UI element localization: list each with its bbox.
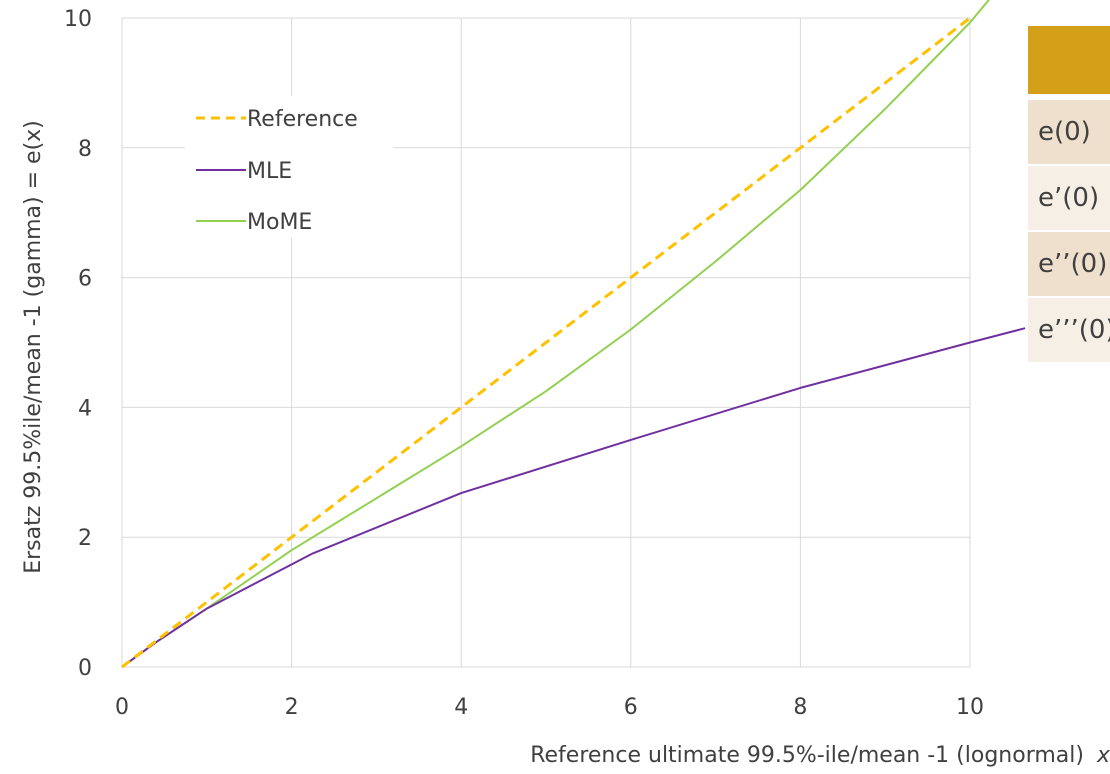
x-tick-label: 6 — [624, 695, 638, 720]
x-tick-label: 8 — [793, 695, 807, 720]
side-table-row-e1: e’(0) — [1028, 166, 1110, 230]
x-axis-title: Reference ultimate 99.5%-ile/mean -1 (lo… — [530, 743, 1110, 768]
legend: Reference MLE MoME — [185, 96, 393, 238]
x-tick-label: 4 — [454, 695, 468, 720]
x-axis-variable: x — [1096, 743, 1110, 768]
y-tick-label: 2 — [78, 526, 92, 551]
y-tick-label: 10 — [64, 7, 92, 32]
side-table-row-e3: e’’’(0) — [1028, 298, 1110, 362]
x-tick-label: 2 — [285, 695, 299, 720]
y-tick-label: 6 — [78, 267, 92, 292]
series-line-reference — [121, 16, 971, 669]
legend-label-mle: MLE — [247, 159, 292, 184]
y-tick-label: 8 — [78, 137, 92, 162]
series-line-mle — [121, 327, 1026, 668]
legend-background — [185, 96, 393, 238]
x-tick-label: 10 — [956, 695, 984, 720]
y-tick-label: 4 — [78, 396, 92, 421]
series-lines — [121, 0, 1026, 669]
side-table-header — [1028, 26, 1110, 94]
side-table-row-e2: e’’(0) — [1028, 232, 1110, 296]
x-tick-labels: 0 2 4 6 8 10 — [115, 695, 984, 720]
y-axis-title: Ersatz 99.5%ile/mean -1 (gamma) = e(x) — [21, 120, 46, 574]
side-table-row-e0: e(0) — [1028, 100, 1110, 164]
y-tick-label: 0 — [78, 656, 92, 681]
x-axis-title-text: Reference ultimate 99.5%-ile/mean -1 (lo… — [530, 743, 1084, 768]
legend-label-reference: Reference — [247, 107, 358, 132]
y-tick-labels: 0 2 4 6 8 10 — [64, 7, 92, 681]
legend-label-mome: MoME — [247, 210, 312, 235]
x-tick-label: 0 — [115, 695, 129, 720]
